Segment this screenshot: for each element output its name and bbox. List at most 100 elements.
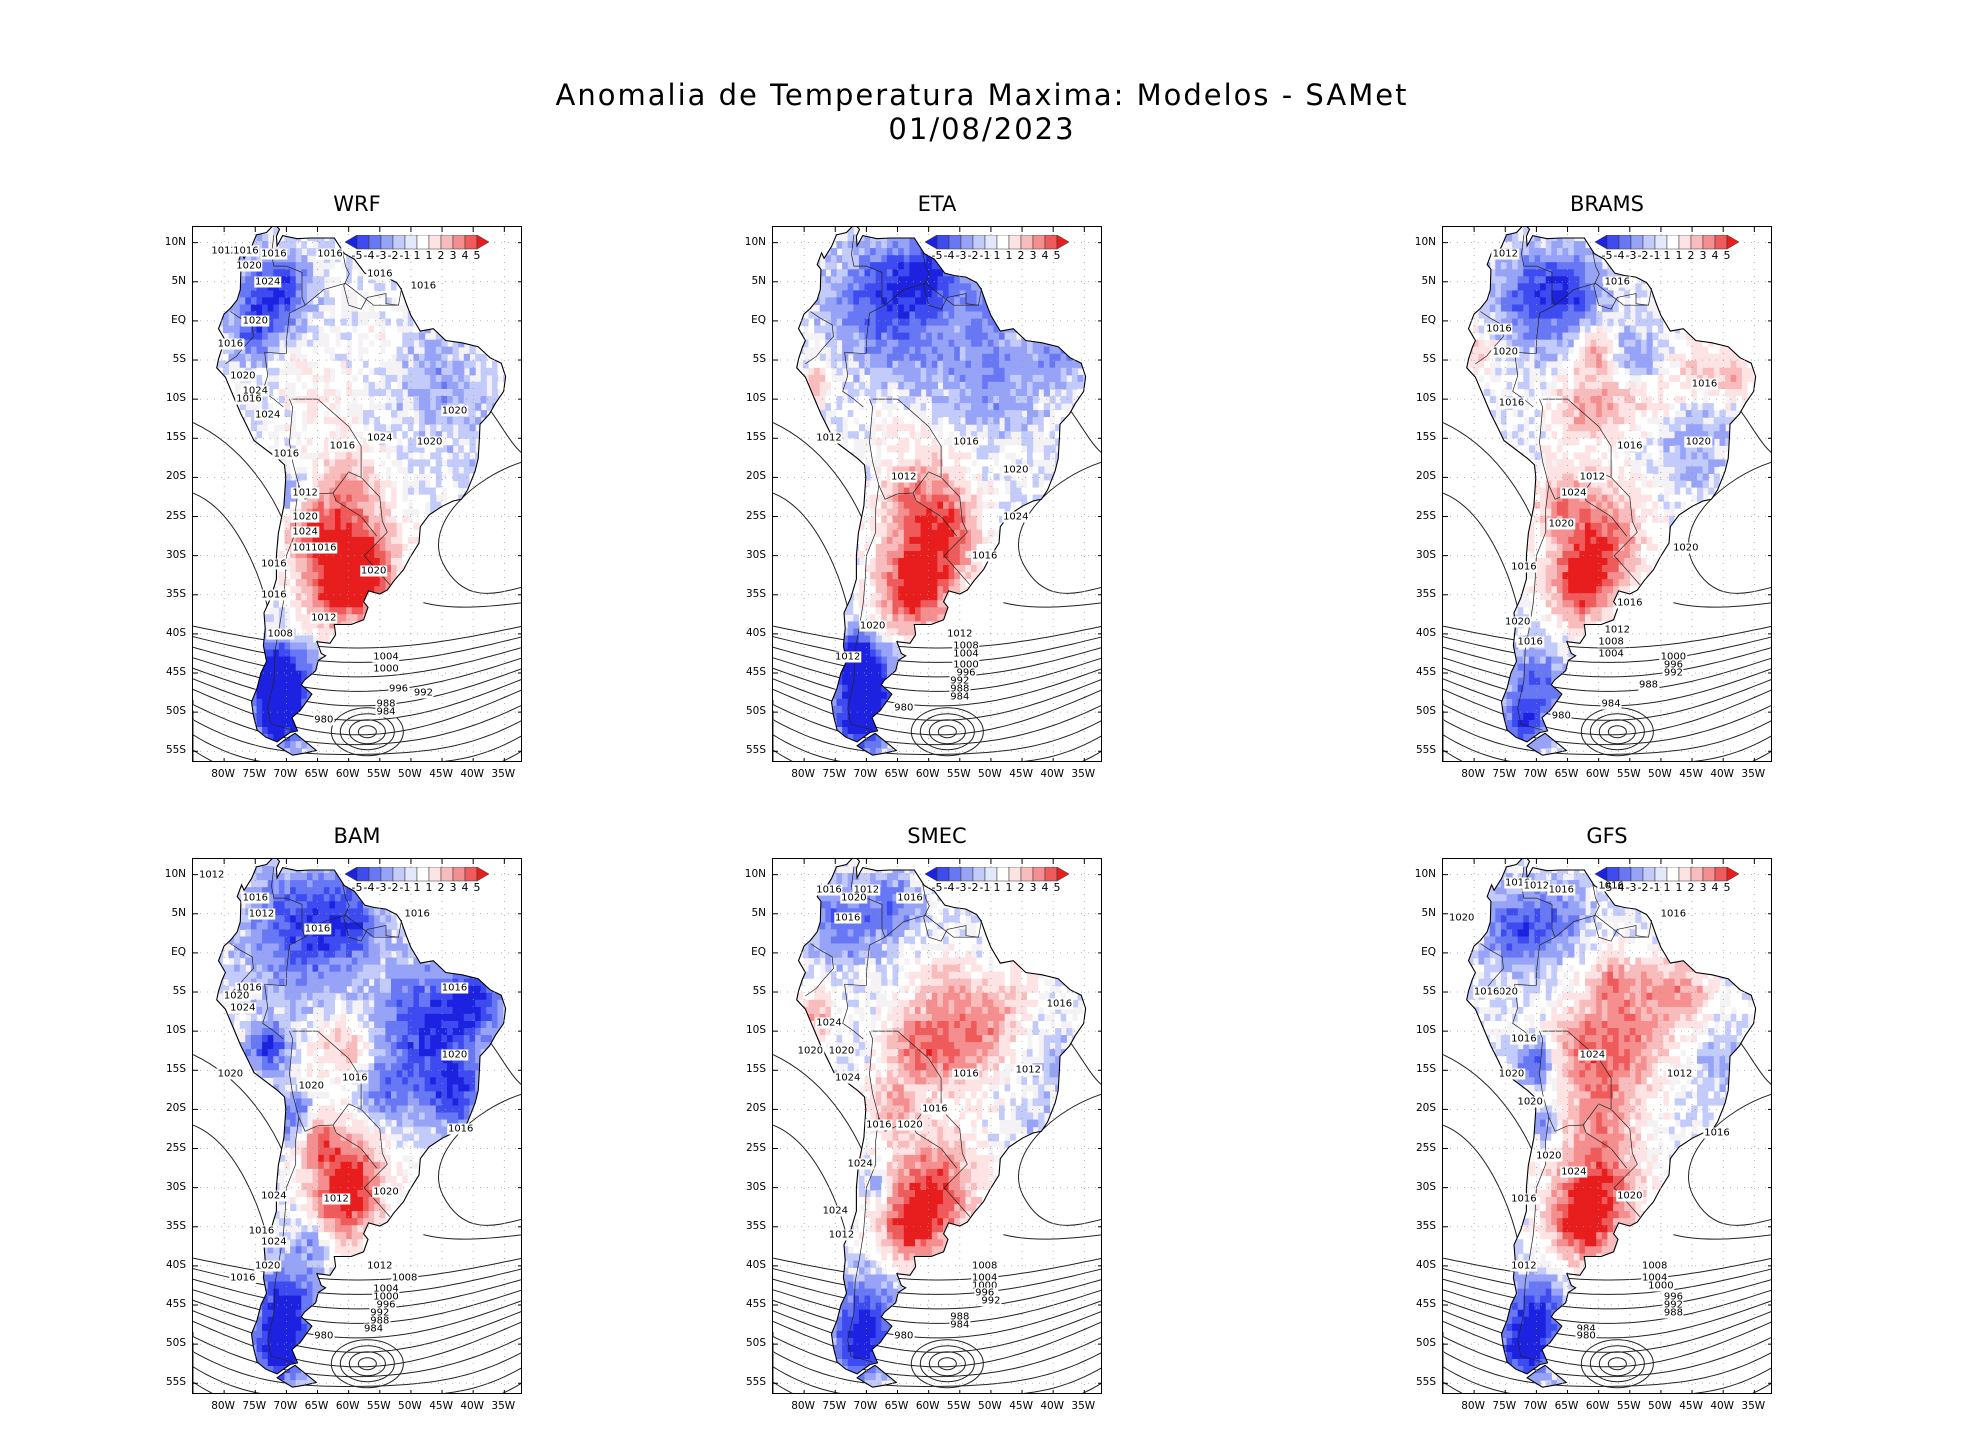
isobar-label: 1016 xyxy=(1510,561,1538,573)
colorbar-tick-label: -4 xyxy=(944,881,955,894)
isobar-label: 1016 xyxy=(952,436,980,448)
isobar-label: 1012 xyxy=(890,471,918,483)
lat-tick-label: 10S xyxy=(746,392,766,404)
lat-tick-label: 20S xyxy=(1416,1102,1436,1114)
lon-tick-label: 75W xyxy=(242,1400,266,1412)
colorbar-tick-label: -3 xyxy=(1626,249,1637,262)
lon-tick-label: 50W xyxy=(1648,1400,1672,1412)
isobar-label: 1016 xyxy=(1516,636,1544,648)
isobar-label: 1016 xyxy=(1597,880,1625,892)
isobar-label: 1016 xyxy=(272,448,301,460)
lat-tick-label: 40S xyxy=(746,1259,766,1271)
colorbar-tick-label: -3 xyxy=(1626,881,1637,894)
isobar-label: 1024 xyxy=(1560,1166,1588,1178)
lon-tick-label: 50W xyxy=(978,1400,1002,1412)
colorbar-tick-label: 2 xyxy=(1018,249,1025,262)
isobar-label: 992 xyxy=(1662,1299,1684,1311)
lat-tick-label: 45S xyxy=(746,666,766,678)
lon-tick-label: 50W xyxy=(978,768,1002,780)
colorbar-tick-label: -1 xyxy=(1650,249,1661,262)
isobar-label: 1024 xyxy=(229,1002,257,1014)
colorbar-tick-label: -2 xyxy=(388,881,399,894)
colorbar-tick-label: -5 xyxy=(352,249,363,262)
colorbar-tick-label: 1 xyxy=(426,249,433,262)
lon-tick-label: 40W xyxy=(460,1400,484,1412)
colorbar-tick-label: 3 xyxy=(1700,249,1707,262)
lat-tick-label: 35S xyxy=(1416,1220,1436,1232)
isobar-label: 1012 xyxy=(1014,1064,1043,1076)
lon-tick-label: 80W xyxy=(211,1400,235,1412)
colorbar-tick-label: -2 xyxy=(968,249,979,262)
isobar-label: 1012 xyxy=(366,1260,394,1272)
panel-title: WRF xyxy=(192,192,522,216)
colorbar-tick-label: -5 xyxy=(352,881,363,894)
isobar-label: 1020 xyxy=(229,370,257,382)
isobar-label: 1020 xyxy=(827,1045,856,1057)
isobar-label: 1020 xyxy=(1002,464,1030,476)
isobar-label: 1020 xyxy=(216,1068,245,1080)
lon-tick-label: 75W xyxy=(822,768,846,780)
lon-tick-label: 55W xyxy=(947,768,971,780)
isobar-label: 988 xyxy=(949,683,971,695)
panel-title: BAM xyxy=(192,824,522,848)
lon-tick-label: 50W xyxy=(1648,768,1672,780)
isobar-label: 1016 xyxy=(815,884,843,896)
colorbar-tick-label: 1 xyxy=(994,249,1001,262)
isobar-label: 1024 xyxy=(260,1236,288,1248)
isobar-label: 1016 xyxy=(316,248,344,260)
colorbar-tick-label: 1 xyxy=(1664,249,1671,262)
lat-tick-label: 50S xyxy=(746,1337,766,1349)
colorbar-tick-label: 1 xyxy=(414,881,421,894)
isobar-label: 1016 xyxy=(216,338,245,350)
colorbar-tick-label: 2 xyxy=(1688,249,1695,262)
lat-tick-label: 15S xyxy=(746,1063,766,1075)
lat-tick-label: 35S xyxy=(746,588,766,600)
isobar-label: 1024 xyxy=(821,1205,850,1217)
lat-tick-label: 30S xyxy=(166,549,186,561)
lat-tick-label: 10S xyxy=(166,1024,186,1036)
isobar-label: 992 xyxy=(412,687,434,699)
lon-tick-label: 75W xyxy=(242,768,266,780)
lon-tick-label: 45W xyxy=(1009,768,1033,780)
isobar-label: 1016 xyxy=(229,1272,257,1284)
lon-tick-label: 80W xyxy=(1461,768,1485,780)
lon-tick-label: 75W xyxy=(1492,768,1516,780)
isobar-label: 988 xyxy=(375,698,397,710)
isobar-label: 1024 xyxy=(1578,1049,1607,1061)
isobar-label: 1000 xyxy=(372,1291,400,1303)
isobar-label: 1016 xyxy=(896,892,924,904)
lat-tick-label: 40S xyxy=(1416,1259,1436,1271)
colorbar-tick-label: 1 xyxy=(1676,249,1683,262)
lon-tick-label: 40W xyxy=(1040,1400,1064,1412)
colorbar-tick-label: 5 xyxy=(1724,881,1731,894)
isobar-label: 1012 xyxy=(827,1229,856,1241)
isobar-label: 1000 xyxy=(1647,1280,1675,1291)
isobar-label: 1024 xyxy=(253,409,282,421)
lat-tick-label: 55S xyxy=(746,744,766,756)
colorbar-tick-label: -1 xyxy=(980,881,991,894)
panel-title: BRAMS xyxy=(1442,192,1772,216)
lat-tick-label: 20S xyxy=(746,470,766,482)
colorbar-legend: -5 -4 -3 -2 -1 1 1 2 3 4 5 xyxy=(345,867,517,894)
isobar-label: 1012 xyxy=(322,1193,350,1205)
isobar-label: 1020 xyxy=(372,1186,400,1198)
isobar-label: 1020 xyxy=(297,1080,326,1092)
colorbar-tick-label: -1 xyxy=(980,249,991,262)
colorbar-tick-label: 1 xyxy=(1006,249,1013,262)
lon-tick-label: 80W xyxy=(791,1400,815,1412)
isobar-label: 1016 xyxy=(328,440,357,452)
colorbar-tick-label: 5 xyxy=(474,881,481,894)
colorbar-tick-label: -5 xyxy=(1602,249,1613,262)
isobar-label: 1020 xyxy=(1672,542,1700,554)
isobar-label: 1016 xyxy=(865,1119,893,1131)
colorbar-tick-label: -3 xyxy=(376,881,387,894)
colorbar-tick-label: 4 xyxy=(462,249,469,262)
isobar-label: 1016 xyxy=(341,1072,369,1084)
isobar-label: 1024 xyxy=(291,526,319,538)
colorbar-legend: -5 -4 -3 -2 -1 1 1 2 3 4 5 xyxy=(925,235,1097,262)
lon-tick-label: 65W xyxy=(305,1400,329,1412)
colorbar-tick-label: -2 xyxy=(968,881,979,894)
isobar-label: 992 xyxy=(980,1295,1002,1307)
colorbar-tick-label: -1 xyxy=(1650,881,1661,894)
isobar-label: 1000 xyxy=(970,1280,999,1291)
